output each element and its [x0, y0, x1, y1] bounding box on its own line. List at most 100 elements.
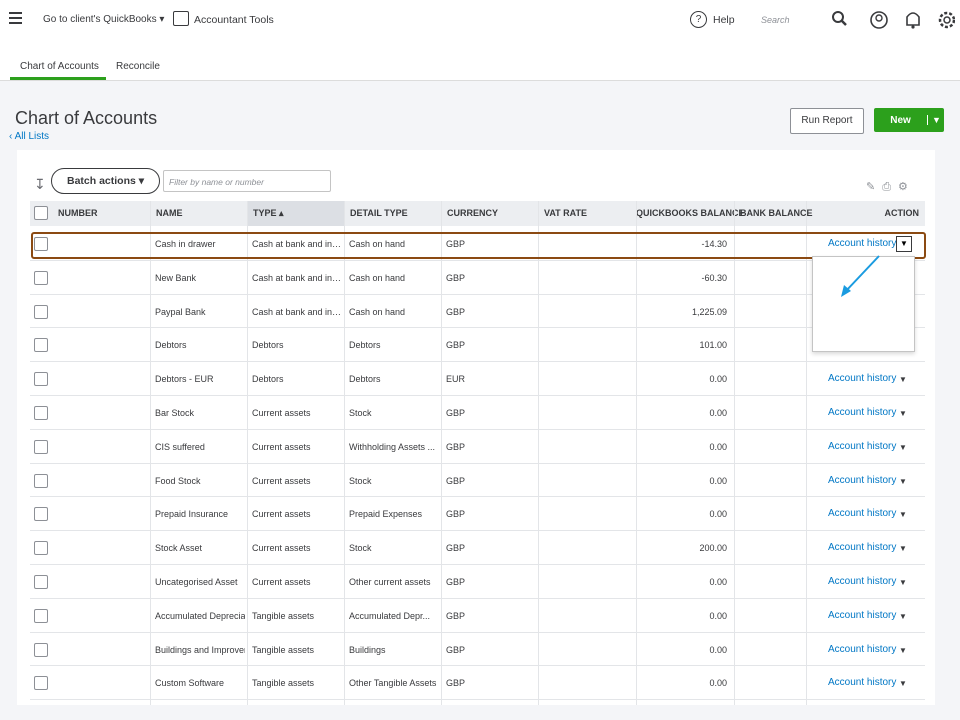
row-checkbox[interactable] [34, 507, 48, 522]
row-checkbox[interactable] [34, 575, 48, 589]
sort-icon[interactable]: ↧ [34, 176, 46, 192]
column-header[interactable]: NAME [156, 208, 183, 218]
table-cell: Cash at bank and in… [252, 306, 342, 317]
column-divider [806, 201, 807, 706]
account-history[interactable]: Account history [828, 677, 897, 689]
table-cell: Cash on hand [349, 239, 406, 249]
table-cell: Stock [349, 475, 372, 486]
table-cell: Debtors [155, 340, 187, 351]
tools-icon [173, 11, 189, 26]
row-menu-caret[interactable]: ▼ [899, 611, 907, 621]
column-header[interactable]: ACTION [884, 208, 920, 218]
back-link[interactable]: ‹ All Lists [9, 131, 50, 142]
table-cell: GBP [446, 272, 466, 283]
new-button[interactable]: New ▼ [874, 108, 944, 132]
account-history[interactable]: Account history [828, 576, 897, 587]
row-menu-caret[interactable]: ▼ [899, 476, 907, 486]
table-cell: Debtors [349, 340, 381, 351]
column-divider [344, 201, 345, 706]
column-header[interactable]: DETAIL TYPE [350, 208, 408, 218]
row-checkbox[interactable] [34, 541, 48, 556]
table-cell: Other Tangible Assets [349, 678, 437, 689]
row-menu-caret[interactable]: ▼ [899, 578, 907, 587]
table-cell: Stock Asset [155, 543, 203, 554]
filter-input[interactable]: Filter by name or number [163, 170, 331, 192]
row-border [30, 462, 925, 464]
row-highlight [31, 232, 926, 259]
account-history[interactable]: Account history [828, 407, 897, 418]
account-history[interactable]: Account history [828, 643, 897, 655]
dropdown-toggle[interactable]: ▼ [896, 236, 912, 252]
table-cell: GBP [446, 678, 466, 689]
column-header[interactable]: CURRENCY [447, 208, 499, 218]
row-menu-caret[interactable]: ▼ [899, 510, 907, 520]
row-border [30, 327, 925, 329]
row-checkbox[interactable] [34, 676, 48, 691]
table-cell: GBP [446, 610, 466, 621]
accountant-tools[interactable]: Accountant Tools [194, 14, 274, 26]
row-menu-caret[interactable]: ▼ [899, 645, 907, 655]
table-cell: Debtors [252, 374, 284, 385]
table-tools[interactable]: ✎⎙⚙ [866, 181, 915, 193]
account-history[interactable]: Account history [828, 238, 897, 249]
table-cell: GBP [446, 644, 466, 655]
run-report-button[interactable]: Run Report [790, 108, 864, 134]
row-border [30, 496, 925, 498]
column-divider [150, 201, 151, 706]
table-cell: 0.00 [709, 408, 727, 418]
row-checkbox[interactable] [34, 270, 48, 285]
tab-underline [10, 77, 106, 80]
menu-icon[interactable] [9, 12, 22, 14]
column-header[interactable]: BANK BALANCE [740, 208, 813, 218]
table-cell: Tangible assets [252, 610, 315, 621]
account-history[interactable]: Account history [828, 542, 897, 554]
row-checkbox[interactable] [34, 372, 48, 387]
row-checkbox[interactable] [34, 304, 48, 319]
sorted-column [247, 201, 344, 226]
table-cell: Custom Software [155, 678, 225, 689]
table-cell: 0.00 [709, 441, 727, 452]
top-bar [0, 0, 960, 40]
row-menu-caret[interactable]: ▼ [899, 442, 907, 452]
search[interactable]: Search [761, 15, 790, 25]
bottom-edge [0, 705, 960, 720]
row-checkbox[interactable] [34, 473, 48, 488]
table-cell: Current assets [252, 509, 311, 520]
table-cell: Current assets [252, 475, 311, 486]
table-cell: Debtors [349, 374, 381, 385]
select-all[interactable] [34, 206, 48, 220]
row-checkbox[interactable] [34, 237, 48, 251]
row-border [30, 699, 925, 701]
row-checkbox[interactable] [34, 406, 48, 420]
column-divider [247, 201, 248, 706]
client-link[interactable]: Go to client's QuickBooks ▾ [43, 14, 165, 25]
table-cell: Accumulated Depr... [349, 610, 431, 621]
account-history[interactable]: Account history [828, 440, 897, 452]
batch-actions[interactable]: Batch actions ▾ [51, 168, 160, 194]
row-menu-caret[interactable]: ▼ [899, 544, 907, 554]
table-header [30, 201, 925, 226]
account-history[interactable]: Account history [828, 508, 897, 520]
row-checkbox[interactable] [34, 608, 48, 623]
table-cell: -14.30 [701, 239, 727, 249]
row-menu-caret[interactable]: ▼ [899, 409, 907, 418]
row-checkbox[interactable] [34, 439, 48, 454]
column-header[interactable]: VAT RATE [544, 208, 587, 218]
row-menu-caret[interactable]: ▼ [899, 679, 907, 689]
tab[interactable]: Reconcile [116, 61, 160, 72]
table-cell: Cash in drawer [155, 239, 216, 249]
row-checkbox[interactable] [34, 642, 48, 657]
help[interactable]: Help [713, 14, 735, 26]
column-header[interactable]: QUICKBOOKS BALANCE [636, 208, 745, 218]
column-header[interactable]: NUMBER [58, 208, 98, 218]
row-menu-caret[interactable]: ▼ [899, 375, 907, 385]
table-cell: GBP [446, 475, 466, 486]
row-checkbox[interactable] [34, 338, 48, 353]
column-header[interactable]: TYPE ▴ [253, 208, 284, 218]
table-cell: Tangible assets [252, 644, 315, 655]
account-history[interactable]: Account history [828, 474, 897, 486]
account-history[interactable]: Account history [828, 373, 897, 385]
tab-active[interactable]: Chart of Accounts [20, 61, 99, 72]
account-history[interactable]: Account history [828, 609, 897, 621]
table-cell: Accumulated Depreciat [155, 610, 245, 621]
